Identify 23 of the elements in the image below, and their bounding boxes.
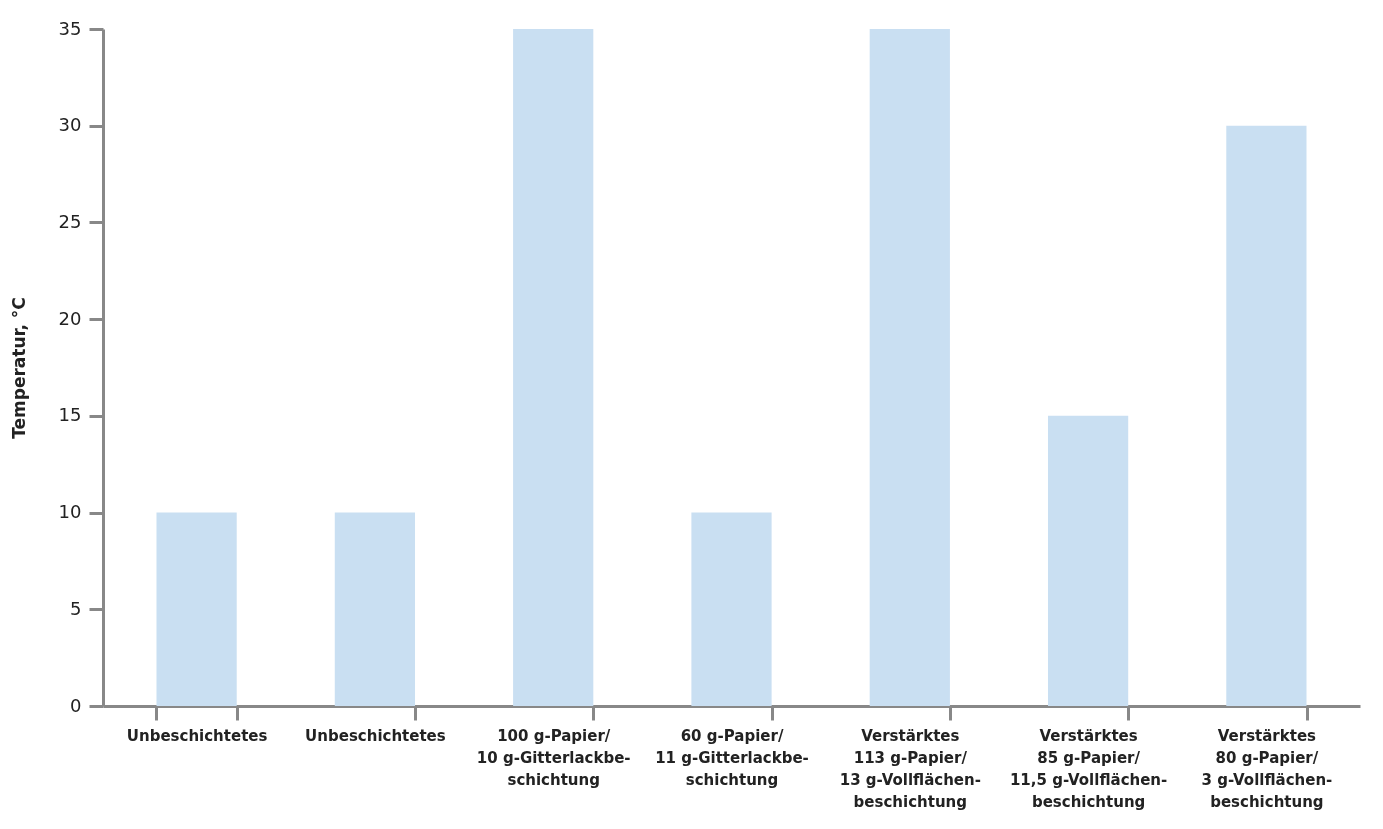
x-tick-label: 60 g-Papier/ 11 g-Gitterlackbe- schichtung	[655, 726, 809, 789]
x-tick-label: Unbeschichtetes	[305, 726, 446, 745]
y-tick-label: 5	[70, 597, 82, 619]
x-tick-label: 100 g-Papier/ 10 g-Gitterlackbe- schichtung	[476, 726, 631, 789]
x-tick-label: Verstärktes 85 g-Papier/ 11,5 g-Vollflächen- beschichtung	[1009, 726, 1168, 811]
y-tick-label: 15	[58, 404, 82, 426]
bar	[869, 29, 950, 706]
y-tick-label: 10	[58, 501, 82, 523]
x-tick-label: Verstärktes 80 g-Papier/ 3 g-Vollflächen- beschichtung	[1201, 726, 1333, 811]
x-tick-label: Verstärktes 113 g-Papier/ 13 g-Vollflächen- beschichtung	[839, 726, 981, 811]
y-tick-label: 20	[58, 307, 82, 329]
y-tick-label: 0	[70, 694, 82, 716]
bar	[1226, 125, 1307, 706]
y-tick-label: 35	[58, 17, 82, 39]
bar	[156, 512, 237, 706]
y-tick-label: 30	[58, 114, 82, 136]
bar	[1047, 415, 1129, 706]
y-tick-label: 25	[58, 210, 82, 232]
bar	[334, 512, 416, 706]
y-axis-title: Temperatur, °C	[8, 297, 29, 439]
bar	[691, 512, 772, 706]
bar	[513, 29, 594, 706]
x-tick-label: Unbeschichtetes	[126, 726, 268, 745]
